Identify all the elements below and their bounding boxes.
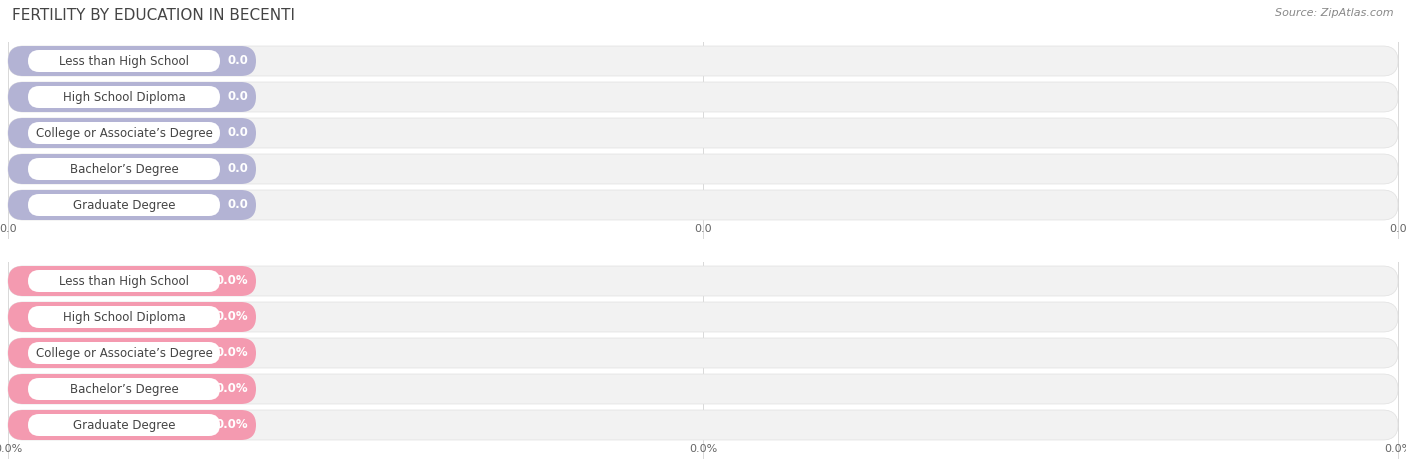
Text: 0.0%: 0.0% xyxy=(215,275,247,287)
FancyBboxPatch shape xyxy=(28,306,219,328)
FancyBboxPatch shape xyxy=(28,122,219,144)
FancyBboxPatch shape xyxy=(28,270,219,292)
FancyBboxPatch shape xyxy=(28,342,219,364)
FancyBboxPatch shape xyxy=(28,378,219,400)
Text: 0.0%: 0.0% xyxy=(689,444,717,454)
Text: High School Diploma: High School Diploma xyxy=(63,311,186,323)
Text: Bachelor’s Degree: Bachelor’s Degree xyxy=(70,382,179,396)
Text: 0.0: 0.0 xyxy=(228,55,247,67)
Text: 0.0%: 0.0% xyxy=(1384,444,1406,454)
FancyBboxPatch shape xyxy=(8,82,256,112)
FancyBboxPatch shape xyxy=(28,158,219,180)
FancyBboxPatch shape xyxy=(28,194,219,216)
FancyBboxPatch shape xyxy=(8,338,1398,368)
Text: 0.0: 0.0 xyxy=(228,199,247,211)
FancyBboxPatch shape xyxy=(8,374,256,404)
Text: 0.0: 0.0 xyxy=(228,126,247,140)
Text: 0.0: 0.0 xyxy=(0,224,17,234)
FancyBboxPatch shape xyxy=(8,302,256,332)
FancyBboxPatch shape xyxy=(28,50,219,72)
FancyBboxPatch shape xyxy=(8,374,1398,404)
FancyBboxPatch shape xyxy=(8,46,1398,76)
Text: Less than High School: Less than High School xyxy=(59,55,188,67)
Text: Graduate Degree: Graduate Degree xyxy=(73,199,176,211)
Text: College or Associate’s Degree: College or Associate’s Degree xyxy=(35,346,212,360)
FancyBboxPatch shape xyxy=(8,154,256,184)
FancyBboxPatch shape xyxy=(8,190,256,220)
Text: Graduate Degree: Graduate Degree xyxy=(73,418,176,431)
Text: 0.0%: 0.0% xyxy=(215,418,247,431)
Text: 0.0: 0.0 xyxy=(695,224,711,234)
Text: 0.0%: 0.0% xyxy=(215,382,247,396)
FancyBboxPatch shape xyxy=(8,266,256,296)
Text: Less than High School: Less than High School xyxy=(59,275,188,287)
Text: 0.0: 0.0 xyxy=(1389,224,1406,234)
Text: College or Associate’s Degree: College or Associate’s Degree xyxy=(35,126,212,140)
FancyBboxPatch shape xyxy=(8,154,1398,184)
FancyBboxPatch shape xyxy=(8,410,256,440)
Text: High School Diploma: High School Diploma xyxy=(63,91,186,104)
FancyBboxPatch shape xyxy=(8,46,256,76)
FancyBboxPatch shape xyxy=(8,190,1398,220)
Text: 0.0%: 0.0% xyxy=(0,444,22,454)
FancyBboxPatch shape xyxy=(8,82,1398,112)
Text: 0.0: 0.0 xyxy=(228,91,247,104)
Text: 0.0: 0.0 xyxy=(228,162,247,175)
FancyBboxPatch shape xyxy=(8,410,1398,440)
FancyBboxPatch shape xyxy=(8,118,256,148)
Text: FERTILITY BY EDUCATION IN BECENTI: FERTILITY BY EDUCATION IN BECENTI xyxy=(13,8,295,23)
FancyBboxPatch shape xyxy=(8,266,1398,296)
Text: 0.0%: 0.0% xyxy=(215,346,247,360)
FancyBboxPatch shape xyxy=(8,338,256,368)
Text: Source: ZipAtlas.com: Source: ZipAtlas.com xyxy=(1275,8,1393,18)
FancyBboxPatch shape xyxy=(28,414,219,436)
FancyBboxPatch shape xyxy=(8,118,1398,148)
FancyBboxPatch shape xyxy=(28,86,219,108)
Text: Bachelor’s Degree: Bachelor’s Degree xyxy=(70,162,179,175)
Text: 0.0%: 0.0% xyxy=(215,311,247,323)
FancyBboxPatch shape xyxy=(8,302,1398,332)
